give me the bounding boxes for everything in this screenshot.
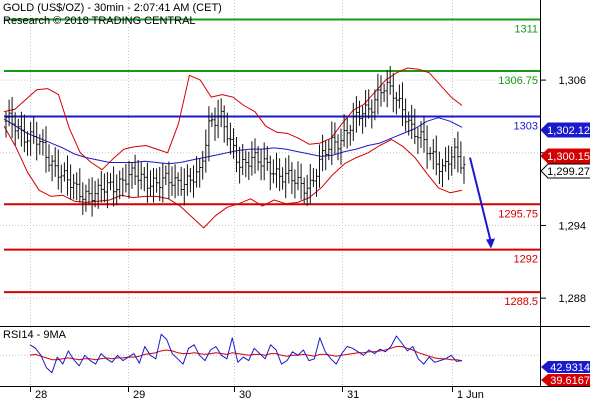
bollinger-upper-line [3, 67, 463, 171]
level-label: 1288.5 [504, 296, 538, 308]
level-label: 1306.75 [498, 75, 538, 87]
x-tick-label: 29 [133, 389, 145, 400]
price-tag [540, 163, 590, 179]
rsi-ma-line [29, 346, 463, 362]
price-tag [540, 148, 590, 164]
grid-layer [0, 0, 540, 386]
rsi-tag [541, 361, 590, 373]
rsi-tag [541, 374, 590, 386]
x-tick-label: 30 [239, 389, 251, 400]
projection-layer [469, 157, 495, 249]
y-tick-label: 1,306 [558, 75, 586, 87]
price-tag-label: 1,300.15 [547, 151, 590, 163]
rsi-panel: RSI14 - 9MA [0, 329, 540, 374]
x-tick-label: 28 [35, 389, 47, 400]
projection-arrowhead [486, 238, 495, 249]
y-tick-label: 1,294 [558, 220, 586, 232]
level-label: 1311 [514, 24, 538, 36]
level-label: 1303 [514, 120, 538, 132]
chart-copyright: Research © 2018 TRADING CENTRAL [3, 15, 196, 27]
bollinger-lower-line [3, 125, 463, 229]
x-tick-label: 31 [347, 389, 359, 400]
candles-layer [4, 66, 466, 217]
level-label: 1292 [514, 254, 538, 266]
price-tag [540, 122, 590, 138]
price-tag-label: 1,299.27 [547, 166, 590, 178]
level-label: 1295.75 [498, 208, 538, 220]
rsi-title: RSI14 - 9MA [3, 329, 67, 341]
rsi-line [29, 333, 463, 374]
rsi-tag-label: 42.9314 [550, 362, 590, 374]
y-tick-label: 1,288 [558, 293, 586, 305]
chart-title: GOLD (US$/OZ) - 30min - 2:07:41 AM (CET) [3, 2, 222, 14]
price-tag-label: 1,302.12 [547, 125, 590, 137]
levels-layer: 1311 1306.75 1303 1295.75 1292 1288.5 [4, 18, 540, 308]
x-tick-label: 1 Jun [457, 389, 484, 400]
rsi-tag-label: 39.6167 [550, 375, 590, 387]
projection-arrow-shaft [469, 157, 492, 243]
